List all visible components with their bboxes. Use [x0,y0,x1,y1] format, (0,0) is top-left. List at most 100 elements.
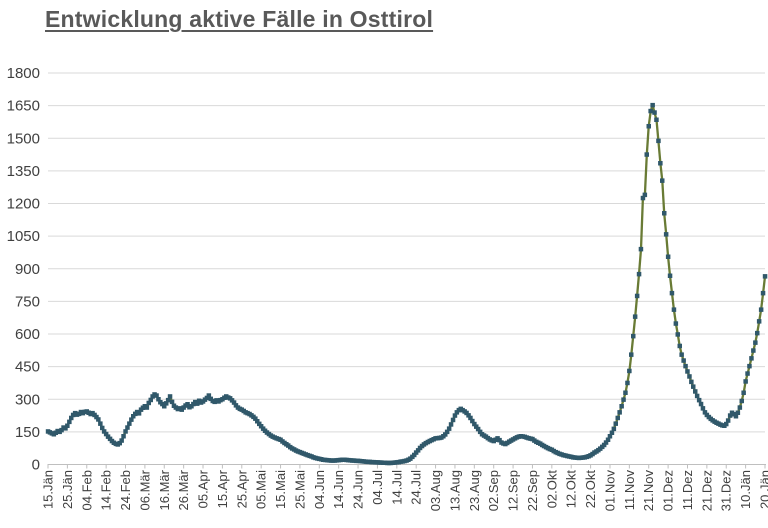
data-point-marker [758,307,764,312]
data-point-marker [650,102,655,108]
data-point-marker [689,379,694,385]
data-point-marker [677,343,682,349]
data-point-marker [638,246,644,252]
data-point-marker [100,425,105,431]
data-point-marker [631,333,636,339]
data-point-marker [756,319,762,324]
data-point-marker [702,410,708,415]
data-point-marker [195,401,200,406]
data-point-marker [652,110,657,115]
x-tick-label: 26.Mär [176,469,191,510]
data-point-marker [605,437,611,442]
data-point-marker [760,290,766,296]
y-tick-label: 900 [15,261,40,278]
x-tick-label: 24.Jul [409,470,424,505]
data-point-marker [741,390,746,395]
data-point-marker [231,400,237,405]
x-tick-label: 31.Dez [719,470,734,511]
data-point-marker [644,152,649,157]
data-point-marker [663,232,669,237]
data-point-marker [693,389,698,394]
data-point-marker [206,393,212,398]
data-point-marker [662,211,667,216]
data-point-marker [129,417,134,422]
data-point-marker [412,452,417,458]
data-point-marker [117,440,122,446]
data-point-marker [131,414,136,419]
data-point-marker [636,271,642,277]
data-point-marker [450,417,456,423]
data-point-marker [123,429,128,434]
x-tick-label: 13.Aug [447,470,462,511]
y-tick-label: 1500 [7,130,40,147]
data-point-marker [477,429,483,435]
data-point-marker [497,437,502,443]
data-point-marker [415,448,421,453]
data-point-marker [691,384,696,389]
y-tick-label: 1800 [7,65,40,82]
x-tick-label: 11.Nov [622,470,637,511]
x-tick-label: 23.Aug [467,470,482,511]
data-point-marker [743,379,748,384]
series-line [47,104,767,465]
data-point-marker [751,348,756,353]
data-point-marker [258,424,264,429]
x-tick-label: 25.Mai [292,470,307,509]
data-point-marker [169,399,175,405]
data-point-marker [724,421,729,427]
y-tick-label: 750 [15,293,40,310]
x-tick-label: 24.Jun [351,470,366,509]
data-point-marker [675,332,680,337]
x-tick-label: 22.Sep [525,470,540,511]
data-point-marker [257,421,262,427]
data-point-marker [121,434,126,439]
y-tick-label: 1200 [7,196,40,213]
data-point-marker [755,330,760,336]
x-tick-label: 02.Sep [486,470,501,511]
data-point-marker [660,178,665,183]
data-point-marker [127,421,132,426]
x-tick-label: 05.Mai [254,470,269,509]
y-tick-label: 450 [15,359,40,376]
data-point-marker [762,274,768,279]
data-point-marker [700,406,706,411]
data-point-marker [683,363,688,369]
data-point-marker [101,429,107,434]
data-point-marker [156,397,161,402]
x-tick-label: 21.Nov [641,470,656,512]
data-point-marker [727,413,733,418]
data-point-marker [673,321,679,326]
data-point-marker [685,369,690,374]
x-tick-label: 21.Dez [699,470,714,511]
data-point-marker [609,430,615,435]
data-point-marker [749,356,754,361]
data-point-marker [59,427,64,433]
data-point-marker [747,363,752,369]
data-point-marker [623,390,628,395]
x-tick-label: 14.Jul [389,470,404,505]
data-point-marker [443,432,448,437]
data-point-marker [642,192,648,198]
data-point-marker [753,340,758,345]
data-point-marker [148,397,153,403]
data-point-marker [669,290,675,296]
data-point-marker [125,425,130,430]
x-tick-label: 04.Jun [312,470,327,509]
data-point-marker [96,417,101,422]
data-point-marker [164,401,169,406]
data-point-marker [698,401,704,407]
data-point-marker [472,421,477,427]
x-tick-label: 11.Dez [680,470,695,510]
y-tick-label: 1050 [7,228,40,245]
data-point-marker [613,421,618,426]
data-point-marker [165,397,171,403]
data-point-marker [154,393,159,398]
x-tick-label: 15.Mai [273,470,288,509]
x-tick-label: 01.Dez [661,470,676,511]
x-tick-label: 10.Jän [738,470,753,509]
x-tick-label: 12.Sep [506,470,521,511]
data-point-marker [611,426,617,432]
x-tick-label: 05.Apr [196,469,211,508]
y-tick-label: 1350 [7,163,40,180]
